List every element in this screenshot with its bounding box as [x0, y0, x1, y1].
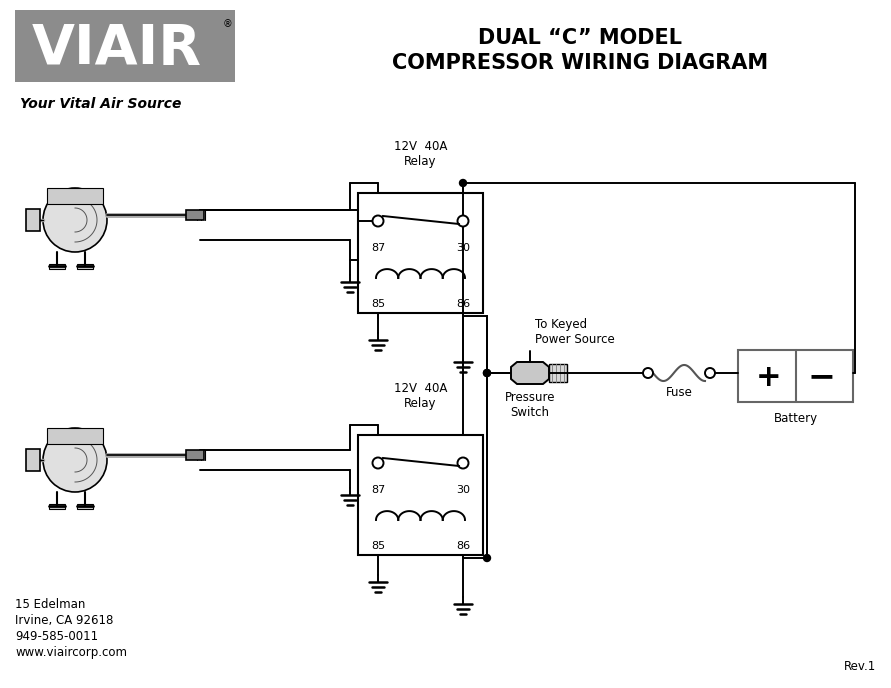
Bar: [186, 450, 204, 460]
Text: Pressure
Switch: Pressure Switch: [504, 391, 555, 419]
Text: 85: 85: [371, 299, 385, 309]
Bar: [358, 193, 483, 313]
Bar: [358, 435, 483, 555]
Circle shape: [372, 458, 383, 469]
Text: Battery: Battery: [773, 412, 818, 425]
Bar: [77, 504, 93, 509]
Circle shape: [43, 428, 107, 492]
Text: Rev.1: Rev.1: [844, 660, 876, 673]
Bar: [77, 264, 93, 269]
Circle shape: [484, 555, 491, 561]
Text: 87: 87: [371, 485, 385, 495]
Circle shape: [705, 368, 715, 378]
Text: Your Vital Air Source: Your Vital Air Source: [20, 97, 182, 111]
Text: 86: 86: [456, 299, 470, 309]
Text: 15 Edelman: 15 Edelman: [15, 598, 86, 611]
Bar: [49, 504, 65, 509]
Circle shape: [643, 368, 653, 378]
Bar: [26, 209, 40, 231]
Text: 87: 87: [371, 243, 385, 253]
Circle shape: [457, 458, 469, 469]
Bar: [549, 364, 567, 382]
Text: 30: 30: [456, 485, 470, 495]
Text: To Keyed
Power Source: To Keyed Power Source: [535, 318, 615, 346]
Circle shape: [43, 188, 107, 252]
Text: +: +: [756, 363, 782, 391]
Polygon shape: [511, 362, 549, 384]
Circle shape: [460, 180, 467, 186]
Text: COMPRESSOR WIRING DIAGRAM: COMPRESSOR WIRING DIAGRAM: [392, 53, 768, 73]
Text: 85: 85: [371, 541, 385, 551]
Text: −: −: [808, 361, 836, 394]
Bar: [47, 188, 103, 204]
Text: 949-585-0011: 949-585-0011: [15, 630, 98, 643]
Text: 30: 30: [456, 243, 470, 253]
Text: ®: ®: [222, 19, 232, 29]
Text: DUAL “C” MODEL: DUAL “C” MODEL: [478, 28, 682, 48]
Bar: [15, 10, 235, 82]
Text: 86: 86: [456, 541, 470, 551]
Text: Fuse: Fuse: [666, 386, 692, 399]
Text: Irvine, CA 92618: Irvine, CA 92618: [15, 614, 113, 627]
Bar: [47, 428, 103, 444]
Bar: [186, 210, 204, 220]
Circle shape: [457, 215, 469, 226]
Bar: [738, 350, 853, 402]
Circle shape: [484, 369, 491, 376]
Text: 12V  40A
Relay: 12V 40A Relay: [394, 382, 447, 410]
Bar: [49, 264, 65, 269]
Circle shape: [372, 215, 383, 226]
Text: 12V  40A
Relay: 12V 40A Relay: [394, 140, 447, 168]
Bar: [26, 449, 40, 471]
Text: www.viaircorp.com: www.viaircorp.com: [15, 646, 127, 659]
Text: VIAIR: VIAIR: [32, 22, 202, 76]
Circle shape: [484, 369, 491, 376]
